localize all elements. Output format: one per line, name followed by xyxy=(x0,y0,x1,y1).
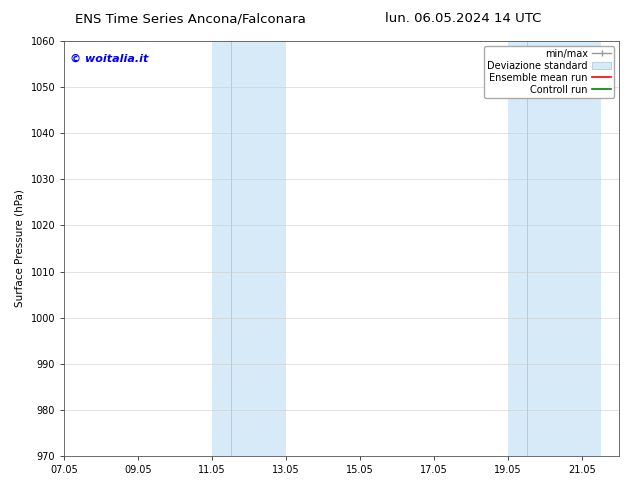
Bar xyxy=(212,41,286,456)
Text: lun. 06.05.2024 14 UTC: lun. 06.05.2024 14 UTC xyxy=(385,12,541,25)
Text: ENS Time Series Ancona/Falconara: ENS Time Series Ancona/Falconara xyxy=(75,12,306,25)
Legend: min/max, Deviazione standard, Ensemble mean run, Controll run: min/max, Deviazione standard, Ensemble m… xyxy=(484,46,614,98)
Bar xyxy=(508,41,600,456)
Text: © woitalia.it: © woitalia.it xyxy=(70,53,148,64)
Y-axis label: Surface Pressure (hPa): Surface Pressure (hPa) xyxy=(15,190,25,307)
